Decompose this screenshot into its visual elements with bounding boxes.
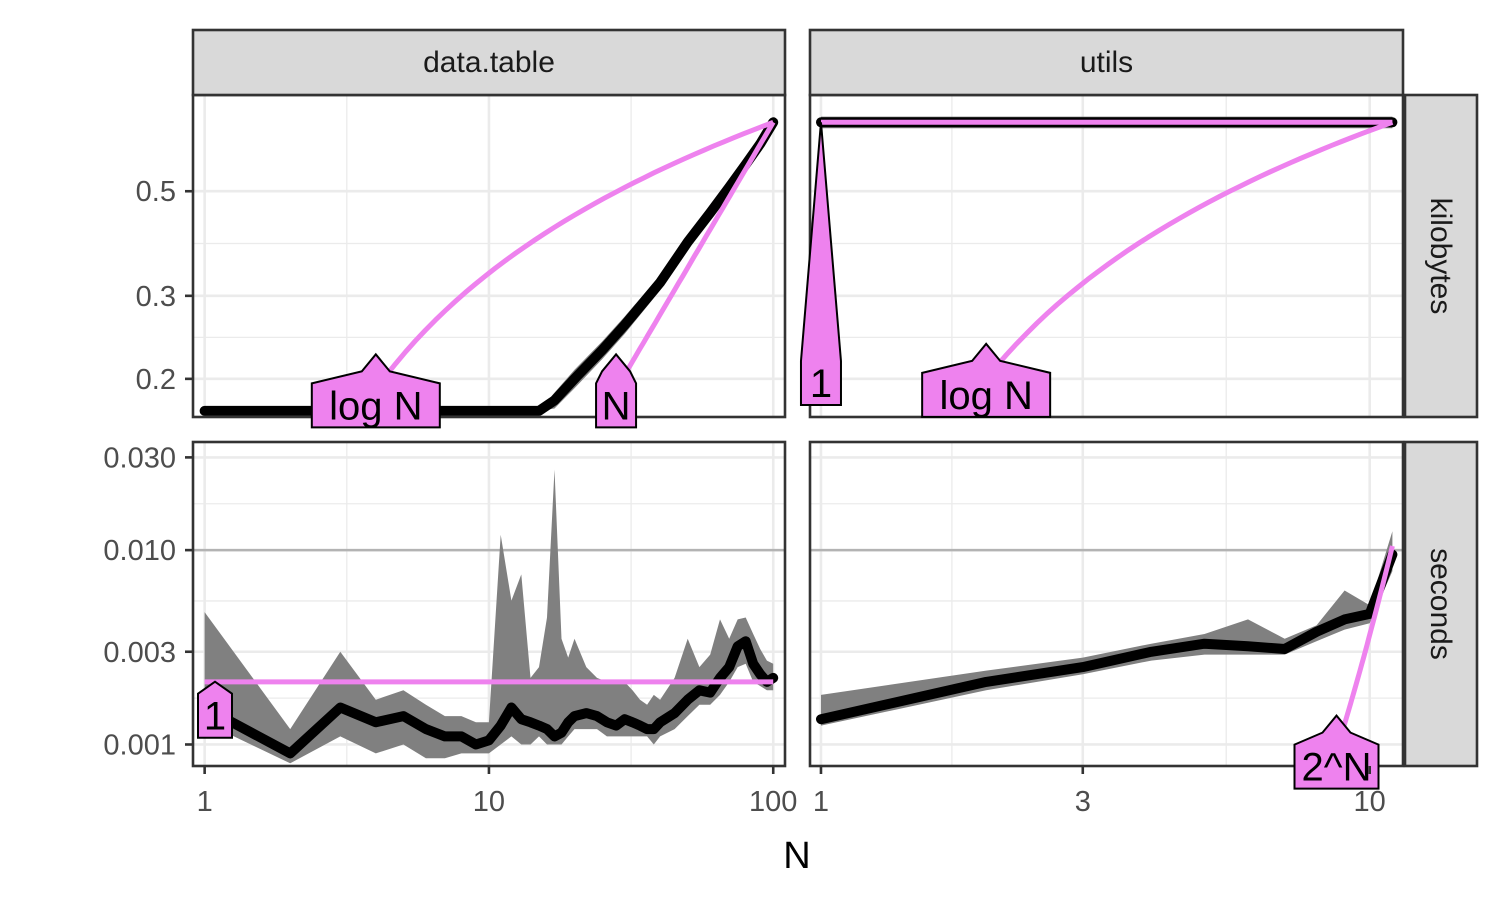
y-tick-label: 0.010 xyxy=(103,535,176,567)
y-tick-label: 0.5 xyxy=(136,176,176,208)
y-tick-label: 0.3 xyxy=(136,281,176,313)
panel-layer xyxy=(1334,545,1395,752)
facet-strip-kilobytes xyxy=(1403,93,1479,419)
curve-label-box xyxy=(921,342,1052,418)
curve-label-box xyxy=(595,352,638,429)
confidence-band xyxy=(204,469,774,764)
facet-strip-label: seconds xyxy=(1424,548,1457,660)
facet-strip-data-table xyxy=(191,28,787,97)
x-tick-label: 1 xyxy=(813,786,829,818)
x-tick-label: 10 xyxy=(473,786,505,818)
curve-label-box xyxy=(1293,714,1380,790)
x-tick-label: 1 xyxy=(197,786,213,818)
reference-curve xyxy=(984,119,1394,381)
x-axis-title: N xyxy=(783,835,810,877)
panel-layer xyxy=(373,119,775,391)
reference-curve xyxy=(373,119,775,391)
y-tick-label: 0.2 xyxy=(136,364,176,396)
panel-background xyxy=(810,95,1403,417)
y-tick-label: 0.030 xyxy=(103,442,176,474)
panel-layer xyxy=(816,531,1398,726)
y-tick-label: 0.001 xyxy=(103,729,176,761)
reference-curve xyxy=(1334,545,1395,752)
y-tick-label: 0.003 xyxy=(103,637,176,669)
panel-border xyxy=(808,440,1405,768)
facet-strip-label: utils xyxy=(1080,46,1133,79)
curve-label: log N xyxy=(939,374,1032,418)
panel-background xyxy=(810,442,1403,766)
curve-label-box xyxy=(310,352,441,429)
confidence-band xyxy=(821,531,1393,726)
curve-label: 2^N xyxy=(1302,746,1372,790)
x-tick-label: 100 xyxy=(749,786,797,818)
x-tick-label: 3 xyxy=(1075,786,1091,818)
median-line xyxy=(816,549,1398,725)
curve-label: 1 xyxy=(810,362,832,406)
facet-strip-label: kilobytes xyxy=(1424,198,1457,315)
panel-layer xyxy=(984,119,1394,381)
curve-label-box xyxy=(799,122,842,406)
curve-label-box xyxy=(197,680,233,739)
facet-strip-seconds xyxy=(1403,440,1479,768)
panel-layer xyxy=(613,121,776,391)
reference-curve xyxy=(613,121,776,391)
facet-strip-label: data.table xyxy=(423,46,555,79)
panel-layer xyxy=(199,469,779,764)
x-tick-label: 10 xyxy=(1354,786,1386,818)
curve-label: log N xyxy=(329,384,422,428)
median-line xyxy=(199,636,779,759)
facet-strip-utils xyxy=(808,28,1405,97)
curve-label: 1 xyxy=(204,695,226,739)
curve-label: N xyxy=(602,384,631,428)
